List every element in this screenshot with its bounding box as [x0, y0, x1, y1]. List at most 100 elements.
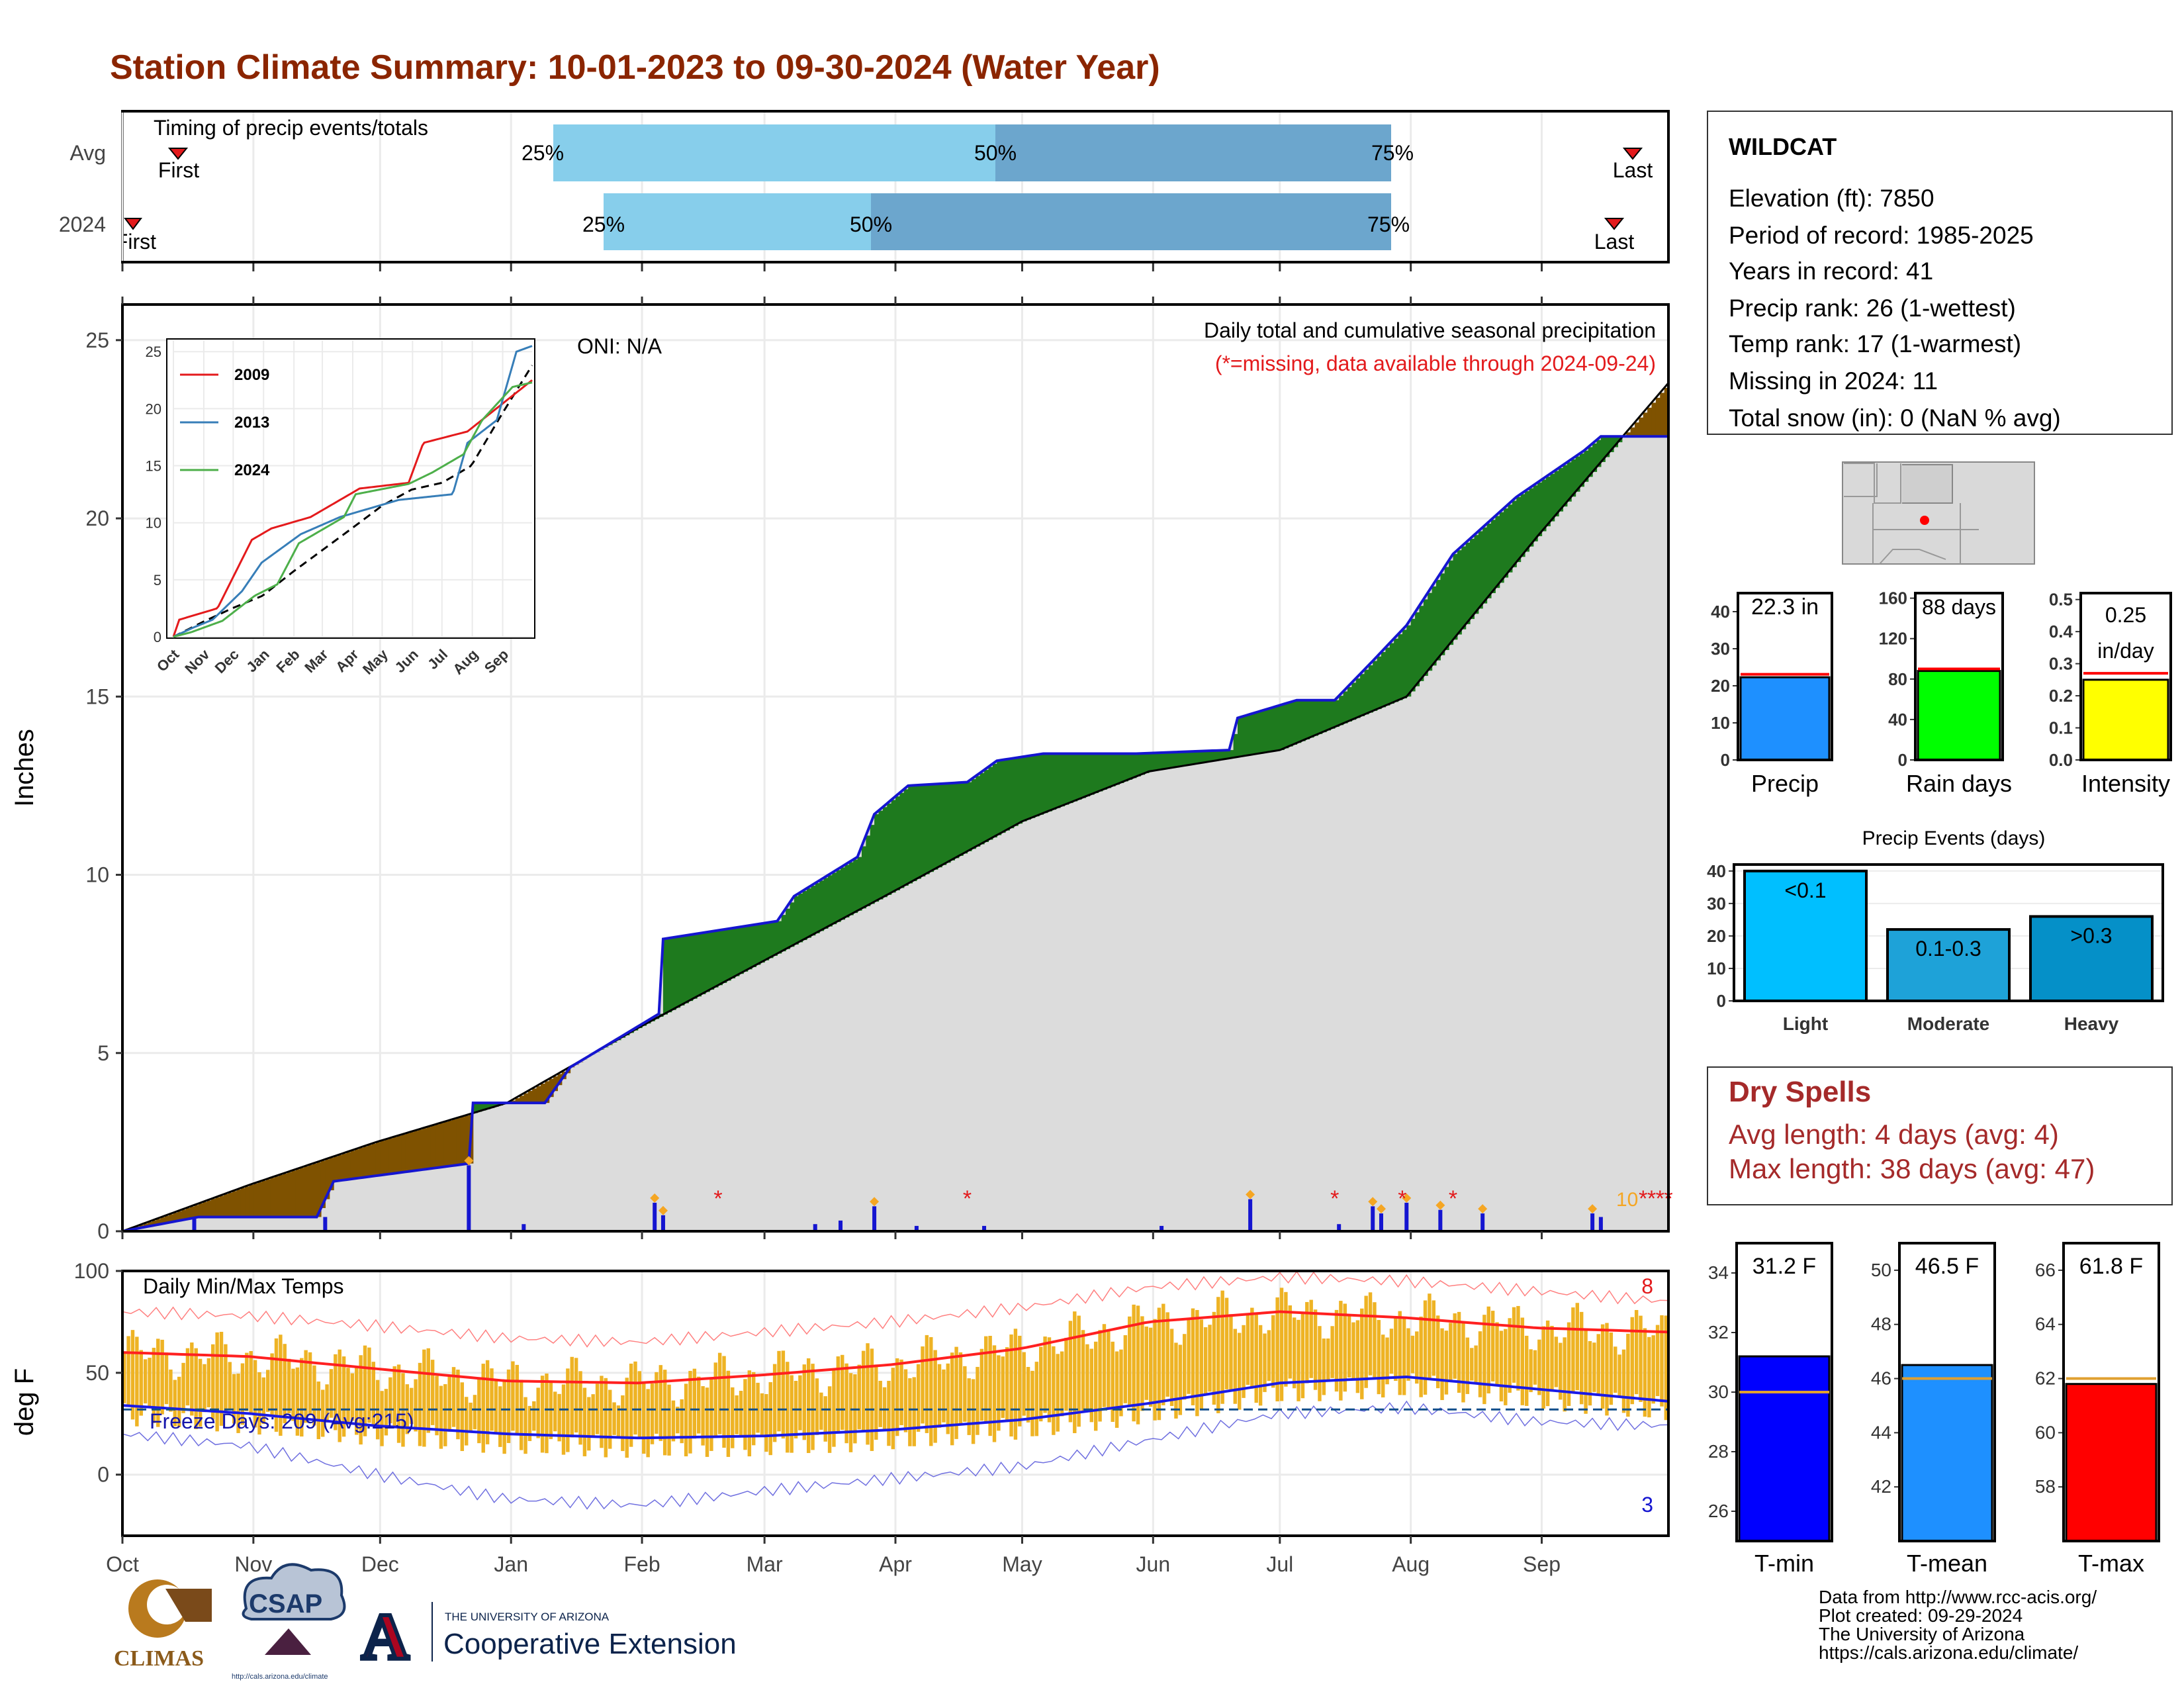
temp-mean-value-text: 46.5 F	[1915, 1254, 1979, 1279]
daily-temp-range-bar	[823, 1396, 827, 1442]
daily-temp-range-bar	[1360, 1308, 1364, 1399]
main-y-tick-label: 25	[85, 328, 109, 352]
panel-value-bar	[1901, 1364, 1993, 1542]
surplus-segment	[942, 783, 947, 865]
daily-temp-range-bar	[819, 1392, 823, 1430]
daily-temp-range-bar	[1081, 1330, 1085, 1412]
daily-temp-range-bar	[967, 1378, 971, 1435]
surplus-segment	[1389, 643, 1394, 704]
station-line-period: Period of record: 1985-2025	[1729, 222, 2034, 249]
daily-temp-range-bar	[481, 1364, 485, 1453]
surplus-segment	[1343, 691, 1348, 724]
map-state-borders	[1844, 463, 1901, 504]
footer-line-university: The University of Arizona	[1819, 1624, 2025, 1644]
daily-temp-range-bar	[1524, 1335, 1529, 1406]
daily-temp-range-bar	[1064, 1337, 1068, 1411]
surplus-segment	[1614, 436, 1619, 447]
surplus-segment	[1490, 520, 1496, 593]
surplus-segment	[870, 825, 875, 904]
ua-logo: A THE UNIVERSITY OF ARIZONA Cooperative …	[359, 1598, 737, 1675]
daily-temp-range-bar	[396, 1364, 401, 1443]
daily-temp-range-bar	[1039, 1346, 1043, 1422]
surplus-segment	[1394, 638, 1399, 702]
temp-mean-value-text: 31.2 F	[1752, 1254, 1816, 1279]
surplus-segment	[1068, 753, 1073, 804]
surplus-segment	[1060, 753, 1065, 807]
daily-temp-range-bar	[1512, 1307, 1516, 1383]
surplus-segment	[866, 835, 871, 906]
deficit-segment	[194, 1205, 199, 1218]
surplus-segment	[676, 937, 681, 1008]
daily-temp-range-bar	[1402, 1317, 1406, 1395]
daily-temp-range-bar	[414, 1379, 418, 1432]
timing-2024-bar-late	[871, 193, 1391, 250]
daily-temp-range-bar	[215, 1332, 219, 1432]
surplus-segment	[1537, 482, 1543, 536]
timing-avg-first-marker	[167, 148, 189, 160]
daily-temp-range-bar	[279, 1335, 283, 1436]
deficit-segment	[224, 1194, 229, 1217]
daily-temp-range-bar	[984, 1336, 988, 1422]
daily-temp-range-bar	[447, 1374, 451, 1432]
inset-legend-label: 2009	[234, 366, 269, 384]
dry-spells-title: Dry Spells	[1729, 1076, 1871, 1108]
surplus-segment	[1351, 682, 1357, 720]
station-line-missing: Missing in 2024: 11	[1729, 367, 1938, 395]
daily-temp-range-bar	[895, 1358, 899, 1436]
daily-temp-range-bar	[701, 1386, 705, 1446]
panel-y-tick-label: 0	[1898, 750, 1907, 770]
station-line-precip-rank: Precip rank: 26 (1-wettest)	[1729, 295, 2016, 322]
daily-precip-bar	[872, 1206, 877, 1231]
panel-y-tick-label: 80	[1888, 669, 1907, 689]
dry-spells-max: Max length: 38 days (avg: 47)	[1729, 1153, 2095, 1184]
daily-temp-range-bar	[815, 1378, 819, 1435]
deficit-segment	[456, 1118, 461, 1166]
surplus-segment	[841, 867, 846, 920]
surplus-segment	[1470, 538, 1475, 620]
daily-temp-range-bar	[1339, 1301, 1343, 1401]
panel-frame	[1735, 1242, 1833, 1542]
daily-temp-range-bar	[621, 1395, 625, 1452]
heavy-event-marker	[870, 1197, 880, 1207]
deficit-segment	[219, 1196, 224, 1217]
month-tick-label: Oct	[106, 1552, 139, 1576]
events-category-label: Moderate	[1907, 1013, 1989, 1034]
surplus-segment	[1478, 531, 1483, 609]
daily-temp-range-bar	[1651, 1335, 1655, 1404]
surplus-segment	[1449, 560, 1454, 645]
surplus-segment	[662, 939, 668, 1015]
daily-temp-range-bar	[1423, 1300, 1428, 1395]
daily-temp-range-bar	[929, 1336, 933, 1446]
surplus-segment	[1208, 751, 1213, 762]
events-y-tick-label: 0	[1717, 991, 1726, 1011]
surplus-segment	[1220, 750, 1226, 760]
page-title: Station Climate Summary: 10-01-2023 to 0…	[110, 48, 1160, 87]
surplus-segment	[1423, 599, 1428, 677]
deficit-segment	[1634, 422, 1639, 437]
rain-days-text: 88 days	[1922, 595, 1996, 619]
surplus-segment	[1148, 753, 1154, 772]
daily-temp-range-bar	[253, 1360, 257, 1428]
daily-temp-range-bar	[684, 1383, 688, 1457]
surplus-segment	[1495, 516, 1500, 588]
daily-temp-range-bar	[878, 1380, 882, 1427]
daily-temp-range-bar	[802, 1364, 807, 1440]
daily-temp-range-bar	[1499, 1331, 1504, 1402]
tmin-record-line	[122, 1400, 1668, 1510]
daily-temp-range-bar	[435, 1376, 439, 1436]
deficit-segment	[426, 1127, 432, 1170]
surplus-segment	[764, 923, 770, 961]
daily-precip-bar	[914, 1225, 919, 1231]
daily-temp-range-bar	[1128, 1316, 1132, 1407]
daily-temp-range-bar	[747, 1370, 752, 1457]
surplus-segment	[1123, 753, 1128, 782]
deficit-segment	[1643, 412, 1648, 437]
inset-y-tick-label: 0	[154, 629, 161, 645]
surplus-segment	[1005, 759, 1010, 831]
surplus-segment	[946, 783, 951, 863]
daily-temp-range-bar	[1098, 1330, 1102, 1422]
surplus-segment	[1322, 700, 1327, 733]
deficit-segment	[148, 1222, 153, 1227]
surplus-segment	[477, 1103, 482, 1112]
deficit-segment	[1664, 387, 1668, 437]
